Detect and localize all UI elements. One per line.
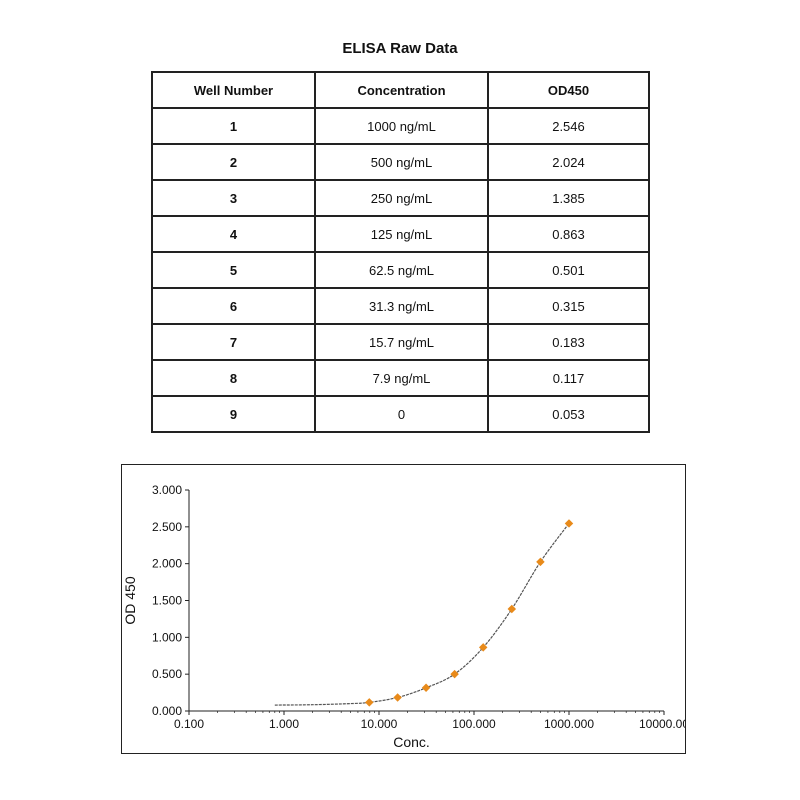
well-number-cell: 2 <box>151 143 316 181</box>
y-tick-label: 2.500 <box>152 520 182 534</box>
column-header-well: Well Number <box>151 71 316 109</box>
x-tick-label: 10.000 <box>361 717 398 731</box>
well-number-cell: 7 <box>151 323 316 361</box>
concentration-cell: 62.5 ng/mL <box>314 251 489 289</box>
y-tick-label: 0.000 <box>152 704 182 718</box>
x-axis-label: Conc. <box>393 734 430 750</box>
table-row: 4 125 ng/mL 0.863 <box>151 215 650 253</box>
od450-cell: 0.501 <box>487 251 650 289</box>
chart-plot: 0.000 0.500 1.000 1.500 2.000 2.500 3.000 0.100… <box>122 483 685 750</box>
standard-curve-chart: 0.000 0.500 1.000 1.500 2.000 2.500 3.000 0.100… <box>121 464 686 754</box>
od450-cell: 2.546 <box>487 107 650 145</box>
y-tick-label: 1.000 <box>152 630 182 644</box>
od450-cell: 0.117 <box>487 359 650 397</box>
column-header-concentration: Concentration <box>314 71 489 109</box>
table-row: 5 62.5 ng/mL 0.501 <box>151 251 650 289</box>
data-point <box>536 557 545 567</box>
table-header-row: Well Number Concentration OD450 <box>151 71 650 109</box>
elisa-data-table: Well Number Concentration OD450 1 1000 n… <box>151 71 650 433</box>
y-axis-label: OD 450 <box>122 576 138 624</box>
well-number-cell: 6 <box>151 287 316 325</box>
table-row: 9 0 0.053 <box>151 395 650 433</box>
x-tick-label: 10000.00 <box>639 717 685 731</box>
concentration-cell: 1000 ng/mL <box>314 107 489 145</box>
od450-cell: 1.385 <box>487 179 650 217</box>
table-row: 8 7.9 ng/mL 0.117 <box>151 359 650 397</box>
table-row: 1 1000 ng/mL 2.546 <box>151 107 650 145</box>
y-tick-label: 3.000 <box>152 483 182 497</box>
concentration-cell: 500 ng/mL <box>314 143 489 181</box>
x-tick-label: 1.000 <box>269 717 299 731</box>
table-row: 7 15.7 ng/mL 0.183 <box>151 323 650 361</box>
data-point <box>421 683 431 693</box>
x-tick-label: 1000.000 <box>544 717 594 731</box>
fit-curve-line <box>274 523 570 706</box>
od450-cell: 0.053 <box>487 395 650 433</box>
concentration-cell: 15.7 ng/mL <box>314 323 489 361</box>
well-number-cell: 8 <box>151 359 316 397</box>
data-point <box>450 669 459 679</box>
well-number-cell: 9 <box>151 395 316 433</box>
table-row: 3 250 ng/mL 1.385 <box>151 179 650 217</box>
od450-cell: 0.863 <box>487 215 650 253</box>
data-point <box>365 698 374 707</box>
y-tick-label: 2.000 <box>152 557 182 571</box>
y-tick-label: 0.500 <box>152 667 182 681</box>
od450-cell: 0.315 <box>487 287 650 325</box>
concentration-cell: 7.9 ng/mL <box>314 359 489 397</box>
table-row: 2 500 ng/mL 2.024 <box>151 143 650 181</box>
concentration-cell: 125 ng/mL <box>314 215 489 253</box>
data-point <box>507 604 517 614</box>
well-number-cell: 4 <box>151 215 316 253</box>
well-number-cell: 5 <box>151 251 316 289</box>
well-number-cell: 3 <box>151 179 316 217</box>
concentration-cell: 31.3 ng/mL <box>314 287 489 325</box>
column-header-od450: OD450 <box>487 71 650 109</box>
x-tick-label: 0.100 <box>174 717 204 731</box>
x-tick-label: 100.000 <box>452 717 496 731</box>
od450-cell: 0.183 <box>487 323 650 361</box>
concentration-cell: 0 <box>314 395 489 433</box>
data-point <box>393 693 402 702</box>
od450-cell: 2.024 <box>487 143 650 181</box>
data-point <box>478 643 488 652</box>
well-number-cell: 1 <box>151 107 316 145</box>
y-tick-label: 1.500 <box>152 594 182 608</box>
table-row: 6 31.3 ng/mL 0.315 <box>151 287 650 325</box>
data-point <box>564 519 574 528</box>
page-title: ELISA Raw Data <box>342 40 458 57</box>
concentration-cell: 250 ng/mL <box>314 179 489 217</box>
